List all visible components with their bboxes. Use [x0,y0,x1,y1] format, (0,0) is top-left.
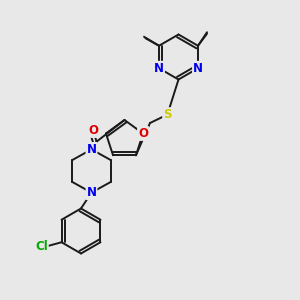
Text: N: N [193,62,203,75]
Text: O: O [88,124,98,137]
Text: N: N [154,62,164,75]
Text: S: S [163,108,172,121]
Text: N: N [86,143,97,156]
Text: N: N [86,186,97,199]
Text: Cl: Cl [35,240,48,253]
Text: O: O [138,127,148,140]
